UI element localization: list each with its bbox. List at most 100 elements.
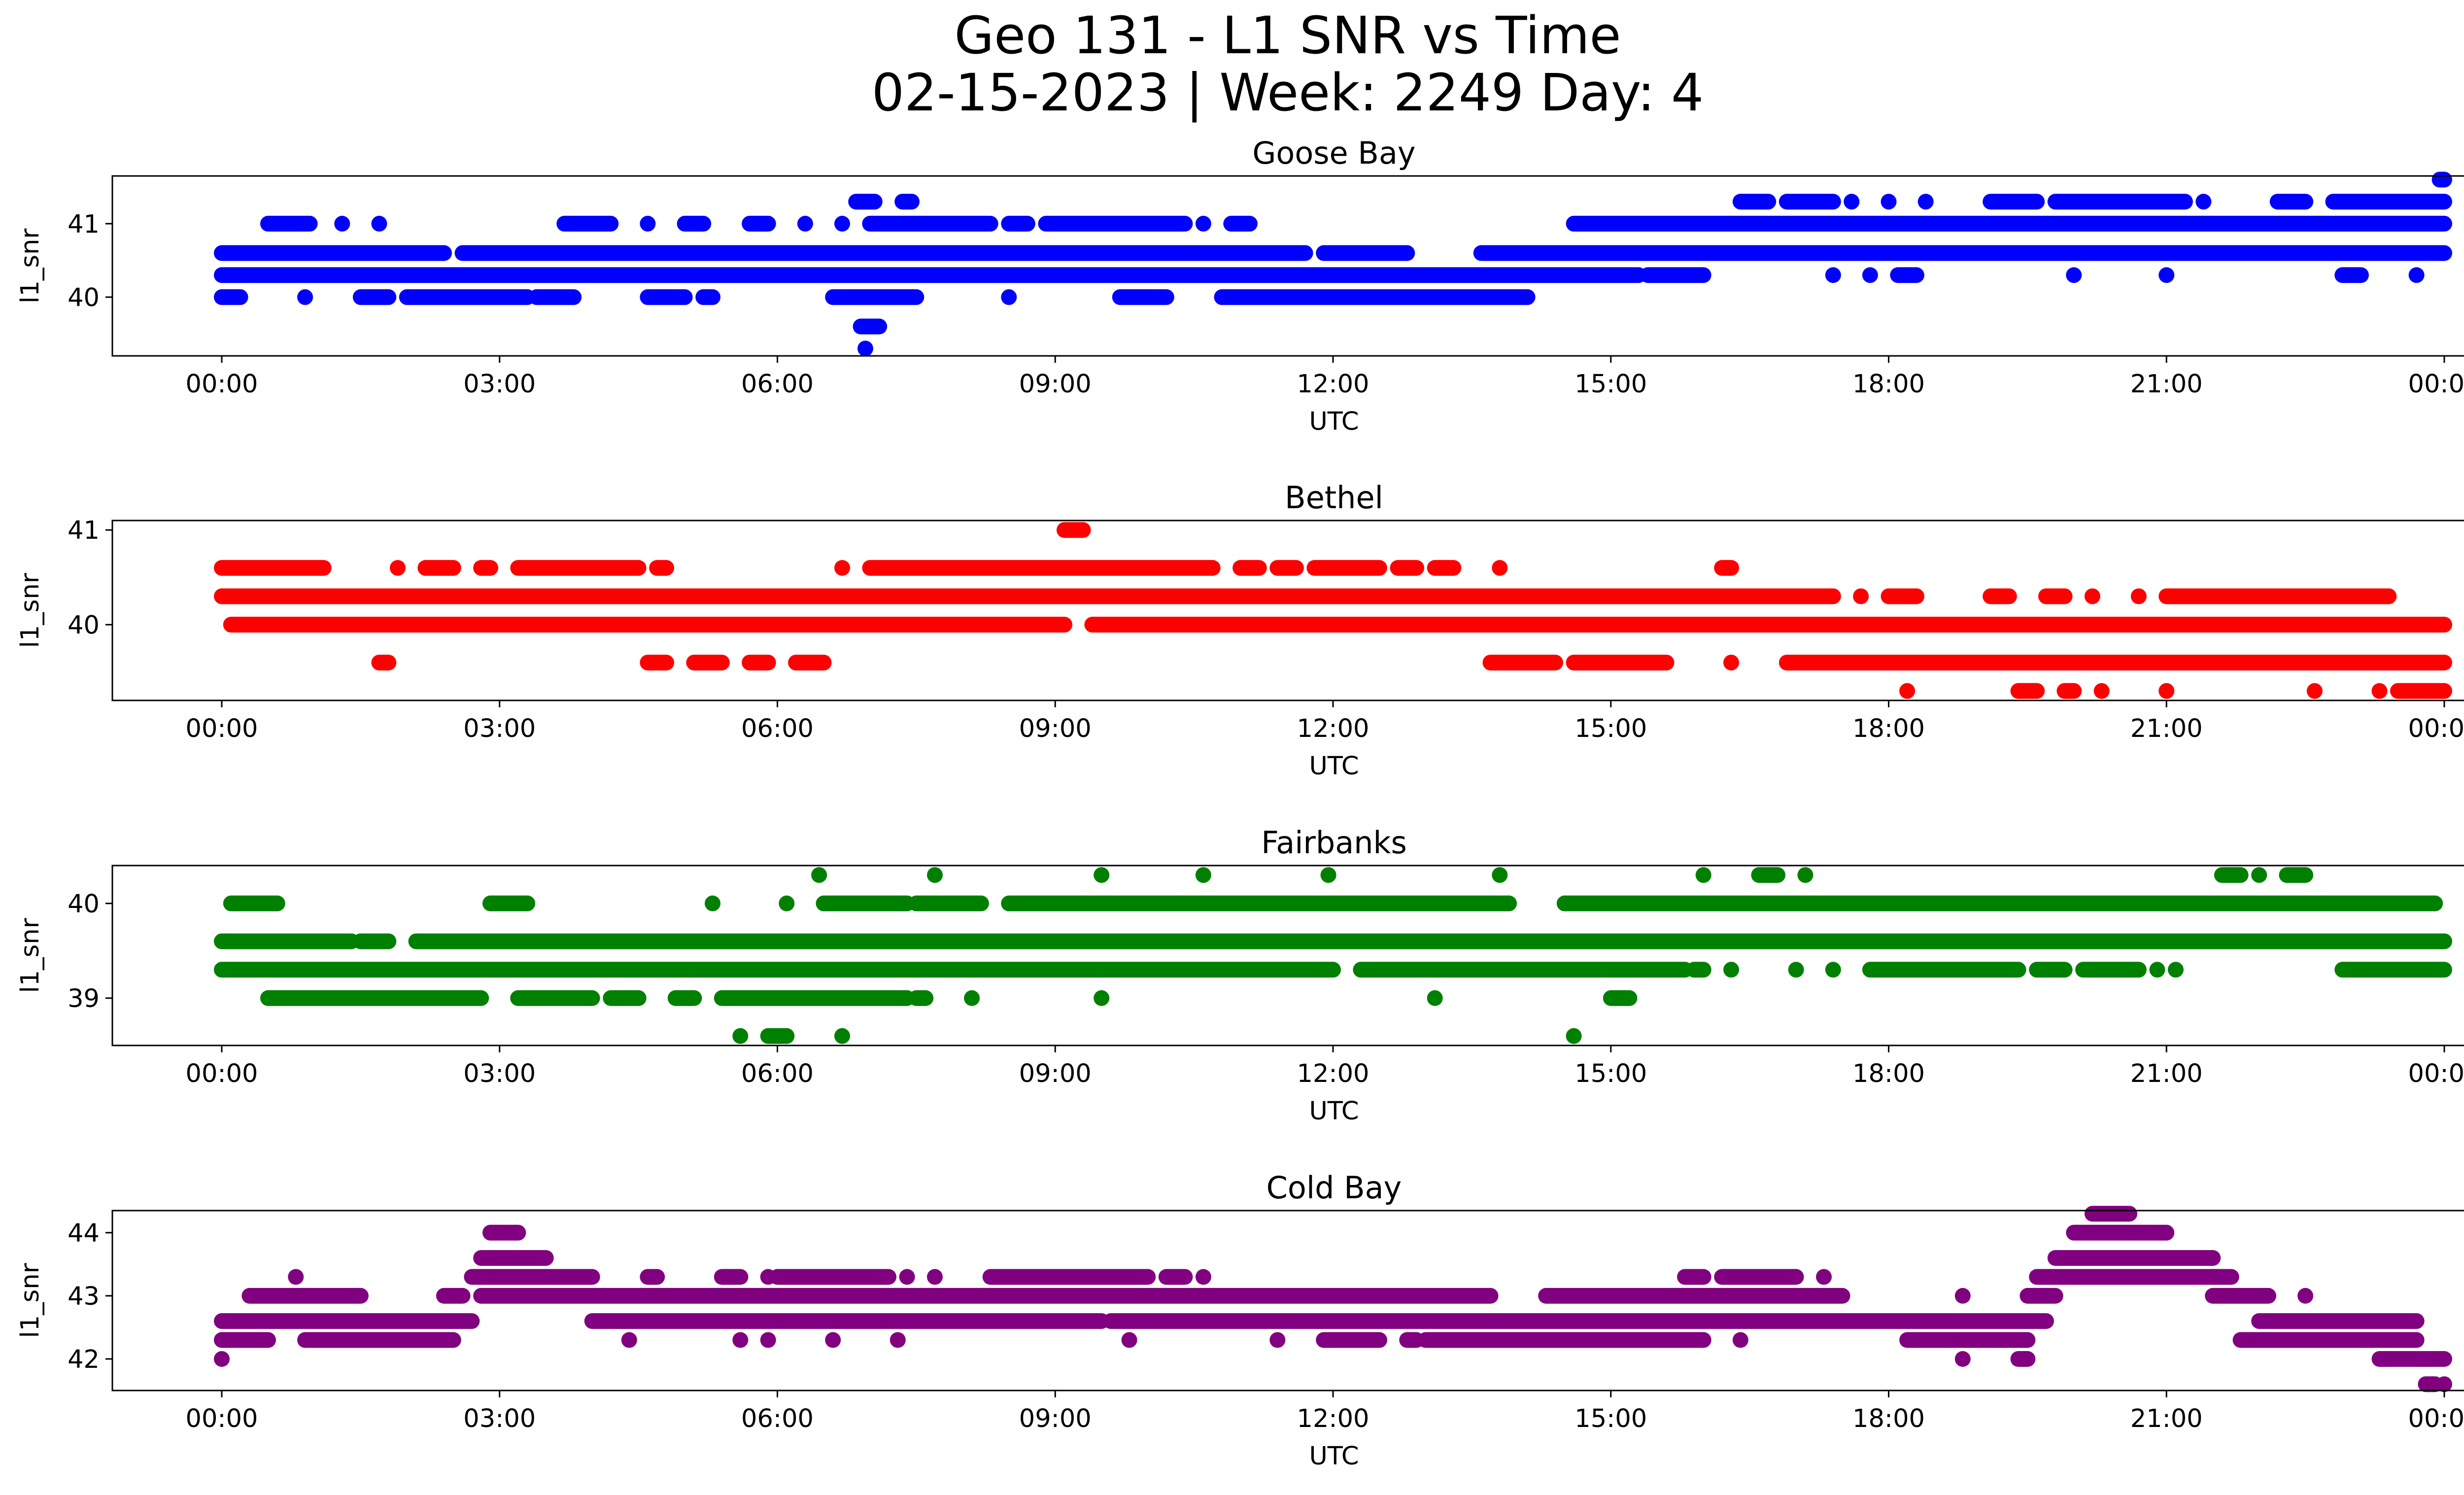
data-point-run [1001, 895, 1517, 911]
data-point-run [640, 1269, 665, 1285]
x-axis: 00:00 03:00 06:00 09:00 12:00 15:00 18:00 21:00… [186, 356, 2464, 436]
data-point-run [1316, 245, 1415, 261]
data-point [834, 1028, 850, 1044]
data-point [1566, 1028, 1582, 1044]
y-axis: 40 41 l1_snr [16, 210, 112, 313]
data-point-run [2334, 962, 2452, 978]
y-tick-label: 42 [68, 1345, 100, 1374]
data-point [732, 1028, 749, 1044]
data-point [1853, 588, 1869, 604]
data-point-run [214, 289, 248, 305]
data-point-run [2010, 683, 2045, 699]
data-point-run [686, 655, 730, 671]
data-point-run [297, 1332, 461, 1348]
data-point-run [2390, 683, 2452, 699]
data-point-run [214, 588, 1841, 604]
x-tick-label: 12:00 [1297, 714, 1369, 743]
data-point-run [1038, 215, 1193, 232]
data-point [899, 1269, 915, 1285]
data-point-run [260, 990, 489, 1006]
x-tick-label: 00:00 [186, 1404, 258, 1433]
data-point [1094, 990, 1110, 1006]
data-point-run [760, 1028, 795, 1044]
x-tick-label: 06:00 [741, 370, 814, 399]
data-point-run [1603, 990, 1638, 1006]
y-axis: 39 40 l1_snr [16, 890, 112, 1013]
data-point-run [2047, 194, 2193, 210]
x-tick-label: 21:00 [2130, 370, 2203, 399]
data-point-run [260, 215, 318, 232]
data-point-run [454, 245, 1313, 261]
data-point [2408, 267, 2425, 283]
data-point-run [788, 655, 832, 671]
data-point [334, 215, 350, 232]
data-point-run [1427, 560, 1462, 576]
subplot-cold-bay: Cold Bay 00:00 03:00 06:00 09:00 12:00 15:00 18… [16, 1170, 2464, 1471]
data-point-run [2056, 683, 2082, 699]
data-point [1723, 962, 1739, 978]
data-point-run [1714, 560, 1739, 576]
data-point [1427, 990, 1443, 1006]
data-point [390, 560, 406, 576]
x-tick-label: 09:00 [1019, 1404, 1092, 1433]
data-point-run [1112, 289, 1174, 305]
x-tick-label: 21:00 [2130, 1404, 2203, 1433]
axes-frame [111, 1210, 2464, 1391]
data-point [2084, 588, 2100, 604]
y-tick-label: 40 [68, 283, 100, 313]
data-point-run [584, 1313, 1110, 1329]
data-point-run [214, 962, 1341, 978]
data-point-run [1417, 1332, 1711, 1348]
data-point [1844, 194, 1860, 210]
y-tick-label: 40 [68, 611, 100, 640]
data-point-run [1214, 289, 1536, 305]
data-point [834, 560, 850, 576]
figure-subtitle: 02-15-2023 | Week: 2249 Day: 4 [871, 63, 1704, 123]
data-point-run [2232, 1332, 2425, 1348]
data-point-run [848, 194, 883, 210]
data-point [890, 1332, 906, 1348]
data-point-run [1779, 194, 1841, 210]
data-point-run [223, 617, 1072, 633]
data-point-run [1158, 1269, 1193, 1285]
data-point-run [714, 990, 915, 1006]
data-point [1195, 1269, 1211, 1285]
data-series [214, 172, 2452, 357]
data-point-run [214, 1332, 276, 1348]
data-point-run [982, 1269, 1156, 1285]
data-point [640, 215, 656, 232]
x-tick-label: 00:00 [186, 1059, 258, 1088]
x-tick-label: 03:00 [463, 714, 536, 743]
data-point-run [1084, 617, 2452, 633]
y-axis: 40 41 l1_snr [16, 516, 112, 648]
data-point [288, 1269, 304, 1285]
data-point-run [1714, 1269, 1804, 1285]
data-point-run [2205, 1287, 2276, 1304]
data-point-run [482, 1224, 526, 1241]
data-point [857, 341, 873, 357]
data-point-run [1399, 1332, 1425, 1348]
data-point-run [2029, 1269, 2239, 1285]
x-axis-label: UTC [1309, 1097, 1359, 1126]
data-point [705, 895, 720, 911]
data-point-run [603, 990, 647, 1006]
x-tick-label: 00:00 [2408, 1404, 2464, 1433]
data-point-run [1983, 194, 2045, 210]
data-point-run [2010, 1351, 2036, 1367]
y-axis-label: l1_snr [16, 573, 45, 648]
data-point-run [2075, 962, 2147, 978]
data-point [1816, 1269, 1832, 1285]
x-tick-label: 18:00 [1852, 1059, 1925, 1088]
data-point [1269, 1332, 1286, 1348]
data-point-run [2334, 267, 2369, 283]
data-point-run [1353, 962, 1693, 978]
data-point-run [640, 289, 693, 305]
figure-title: Geo 131 - L1 SNR vs Time [954, 5, 1621, 66]
data-point [1723, 655, 1739, 671]
y-axis-label: l1_snr [16, 918, 45, 993]
data-point [2195, 194, 2212, 210]
y-tick-label: 41 [68, 516, 100, 545]
x-axis: 00:00 03:00 06:00 09:00 12:00 15:00 18:00 21:00… [186, 700, 2464, 781]
data-point [2066, 267, 2082, 283]
data-point-run [473, 1287, 1499, 1304]
